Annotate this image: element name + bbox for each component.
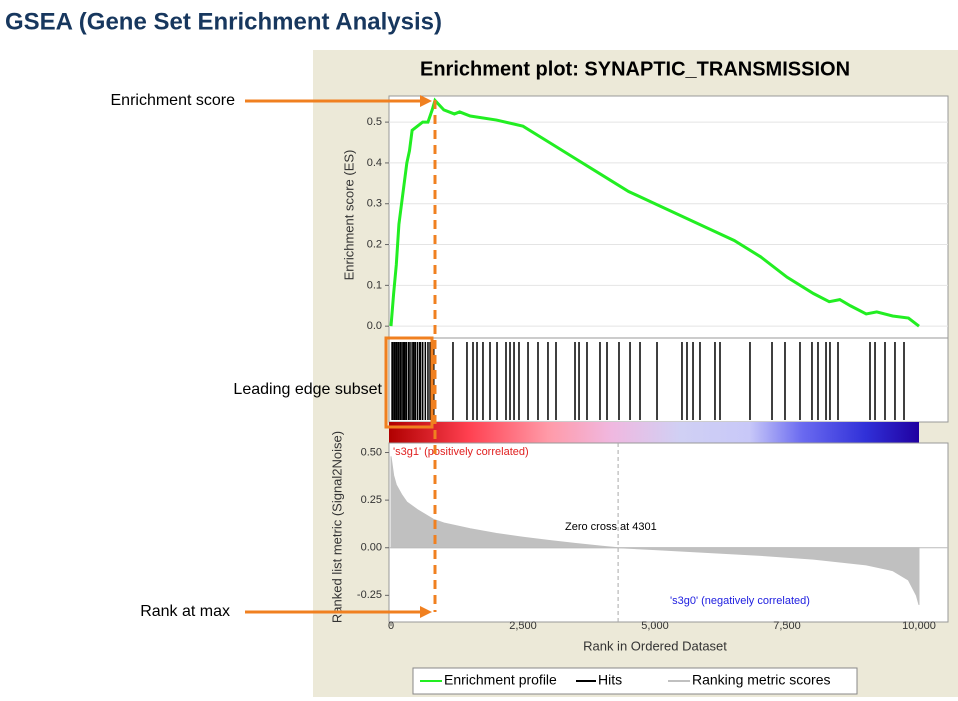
leading-edge-box <box>384 336 434 429</box>
slide-title: GSEA (Gene Set Enrichment Analysis) <box>5 8 442 35</box>
annotation: 's3g1' (positively correlated) <box>393 446 529 458</box>
y-tick-label: 0.4 <box>367 157 382 169</box>
y-axis-label: Enrichment score (ES) <box>341 150 356 281</box>
y-tick-label: 0.2 <box>367 238 382 250</box>
y-tick-label: 0.00 <box>361 542 382 554</box>
color-bar <box>389 422 919 443</box>
arrow-head <box>420 606 432 618</box>
y-tick-label: 0.0 <box>367 320 382 332</box>
legend-label: Ranking metric scores <box>692 672 831 688</box>
es-line <box>389 97 920 328</box>
x-axis-label: Rank in Ordered Dataset <box>583 638 727 653</box>
metric-area <box>390 456 920 605</box>
y-tick-label: 0.5 <box>367 116 382 128</box>
y-tick-label: 0.3 <box>367 198 382 210</box>
legend-items: Enrichment profile Hits Ranking metric sco… <box>420 672 831 688</box>
annotation: Rank at max <box>140 603 230 620</box>
legend-label: Hits <box>598 672 622 688</box>
y-axis-label: Ranked list metric (Signal2Noise) <box>329 431 344 623</box>
y-tick-label: 0.25 <box>361 494 382 506</box>
plots: 0.00.10.20.30.40.50.500.250.00-0.2502,50… <box>357 97 948 632</box>
annotation: Leading edge subset <box>233 381 382 398</box>
y-tick-label: 0.1 <box>367 279 382 291</box>
arrow-head <box>420 95 432 107</box>
legend-label: Enrichment profile <box>444 672 557 688</box>
annotation: Zero cross at 4301 <box>565 521 657 533</box>
chart-title: Enrichment plot: SYNAPTIC_TRANSMISSION <box>420 58 850 80</box>
annotation: 's3g0' (negatively correlated) <box>670 595 810 607</box>
y-tick-label: 0.50 <box>361 446 382 458</box>
es-frame <box>388 95 949 339</box>
annotation: Enrichment score <box>111 92 236 109</box>
y-tick-label: -0.25 <box>357 589 382 601</box>
legend <box>412 667 858 695</box>
hits-frame <box>388 337 949 423</box>
